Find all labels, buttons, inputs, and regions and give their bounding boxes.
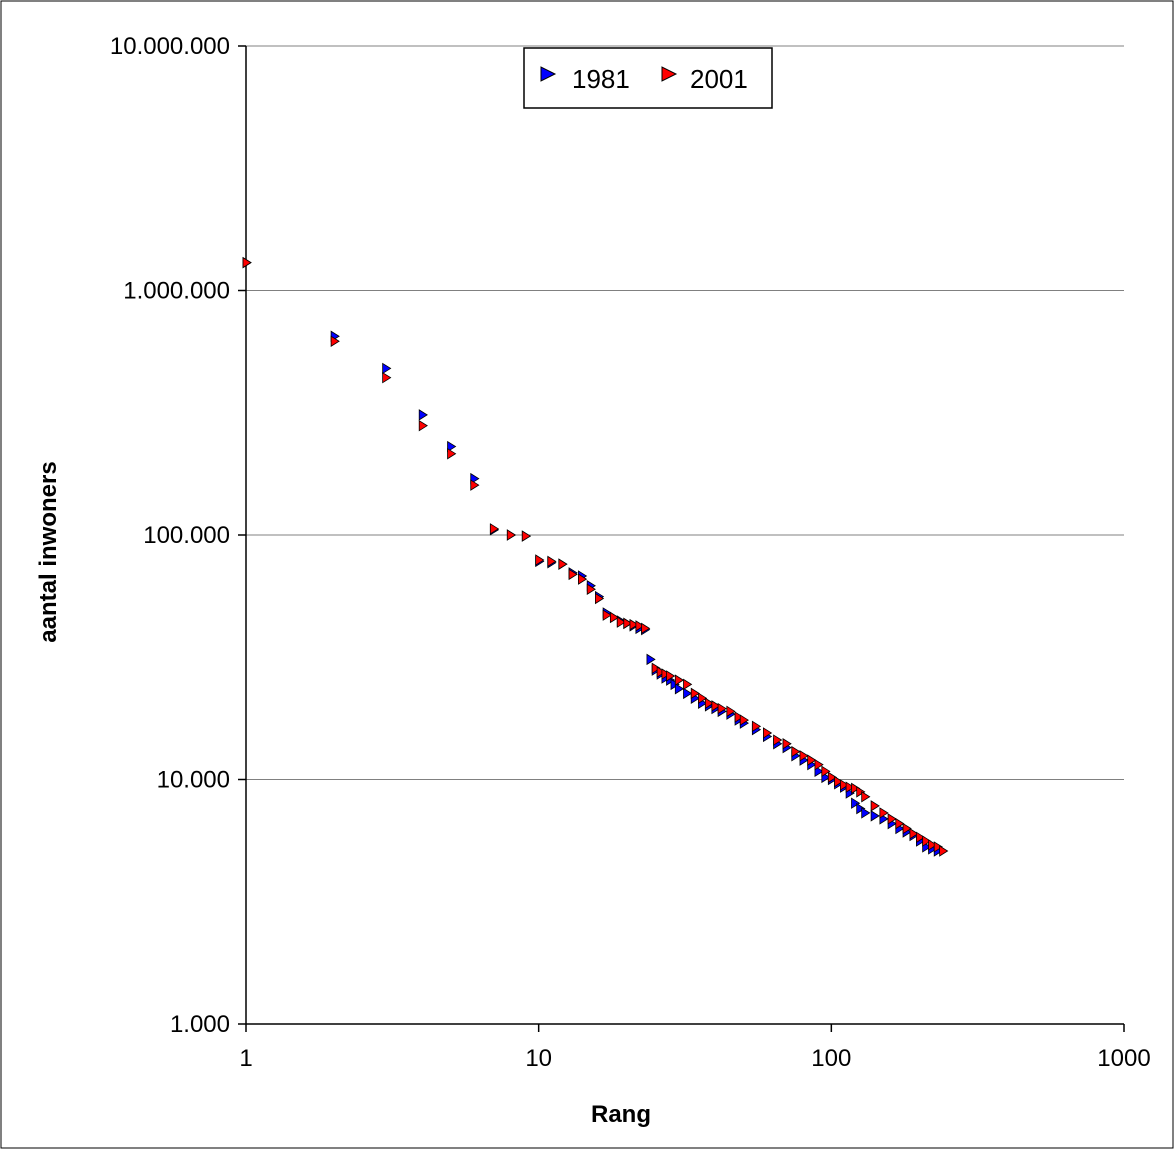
point-2001-50: [851, 782, 861, 795]
point-2001-49: [845, 781, 855, 793]
point-2001-1: [330, 335, 340, 347]
point-2001-33: [717, 702, 727, 715]
point-2001-41: [791, 745, 801, 758]
legend-box: [523, 47, 773, 109]
point-2001-59: [916, 831, 926, 844]
point-2001-36: [739, 714, 749, 726]
point-2001-15: [595, 592, 605, 605]
point-2001-3: [418, 419, 428, 432]
point-1981-30: [683, 687, 693, 700]
point-2001-4: [447, 447, 457, 460]
point-2001-61: [928, 839, 938, 851]
point-2001-16: [602, 609, 612, 621]
point-2001-10: [547, 555, 557, 568]
point-2001-55: [887, 813, 897, 825]
point-2001-13: [578, 573, 588, 585]
point-2001-26: [666, 670, 676, 682]
x-tick-label-1: 10: [525, 1045, 552, 1072]
point-2001-27: [674, 674, 685, 686]
legend-label-2001: 2001: [690, 64, 748, 94]
point-2001-57: [902, 822, 912, 835]
x-axis-title: Rang: [591, 1101, 651, 1128]
y-tick-label-1: 10.000: [157, 767, 230, 794]
point-1981-52: [851, 797, 861, 809]
point-2001-51: [856, 786, 866, 798]
point-2001-19: [623, 617, 633, 630]
point-2001-9: [535, 554, 545, 566]
point-2001-52: [861, 791, 871, 803]
point-2001-18: [616, 616, 627, 628]
point-2001-23: [651, 662, 661, 675]
point-2001-22: [641, 622, 651, 635]
x-tick-label-3: 1000: [1097, 1045, 1150, 1072]
y-tick-label-0: 1.000: [170, 1011, 230, 1038]
legend-marker-2001: [661, 66, 678, 82]
point-2001-45: [821, 765, 831, 778]
point-1981-54: [861, 807, 871, 819]
point-2001-42: [799, 750, 809, 762]
y-tick-label-4: 10.000.000: [110, 33, 230, 60]
point-2001-11: [558, 558, 568, 570]
point-2001-30: [698, 692, 708, 704]
point-2001-40: [782, 738, 792, 750]
point-2001-32: [711, 700, 721, 712]
point-2001-7: [506, 529, 517, 541]
point-2001-47: [834, 775, 844, 788]
data-points: [242, 256, 949, 857]
point-2001-54: [879, 807, 889, 819]
point-2001-34: [726, 705, 736, 718]
point-2001-8: [521, 530, 532, 542]
point-2001-43: [807, 754, 817, 766]
point-2001-53: [870, 800, 880, 812]
y-tick-label-2: 100.000: [143, 522, 230, 549]
point-2001-24: [656, 666, 666, 678]
point-2001-37: [751, 720, 762, 733]
point-2001-44: [814, 758, 824, 771]
point-2001-6: [489, 523, 500, 535]
point-2001-58: [909, 828, 919, 840]
y-tick-label-3: 1.000.000: [123, 278, 230, 305]
point-2001-20: [629, 618, 639, 631]
legend: 1981 2001: [523, 47, 773, 109]
point-2001-29: [690, 687, 700, 700]
point-2001-63: [939, 845, 949, 857]
point-2001-60: [922, 835, 932, 847]
point-2001-5: [470, 479, 480, 491]
point-2001-35: [734, 711, 744, 723]
point-1981-4: [447, 440, 457, 453]
x-tick-label-0: 1: [239, 1045, 252, 1072]
point-2001-48: [840, 779, 850, 791]
point-2001-31: [704, 697, 715, 709]
point-2001-46: [827, 771, 838, 784]
point-1981-53: [856, 802, 866, 815]
point-1981-29: [674, 683, 685, 695]
point-2001-0: [242, 256, 252, 269]
point-2001-12: [568, 568, 578, 581]
gridlines: [246, 45, 1124, 780]
series-2001: [242, 256, 949, 857]
x-axis-ticks: 1 10 100 1000: [239, 1024, 1151, 1072]
point-2001-38: [763, 727, 773, 739]
point-2001-28: [683, 678, 693, 691]
point-2001-56: [895, 817, 905, 830]
legend-marker-1981: [540, 66, 557, 82]
point-2001-62: [933, 841, 943, 853]
point-1981-2: [382, 362, 392, 375]
y-axis-title: aantal inwoners: [35, 461, 62, 642]
point-2001-17: [609, 611, 620, 624]
point-2001-2: [382, 371, 392, 384]
point-2001-39: [773, 734, 783, 746]
point-2001-25: [661, 668, 671, 680]
point-1981-55: [870, 810, 880, 822]
x-tick-label-2: 100: [811, 1045, 851, 1072]
legend-label-1981: 1981: [572, 64, 630, 94]
point-1981-3: [418, 409, 428, 421]
y-axis-ticks: 1.000 10.000 100.000 1.000.000 10.000.000: [110, 33, 246, 1038]
point-2001-21: [635, 620, 645, 632]
point-2001-14: [586, 583, 596, 595]
point-1981-23: [646, 653, 656, 666]
